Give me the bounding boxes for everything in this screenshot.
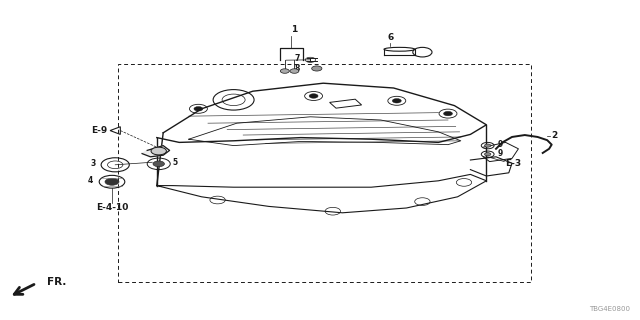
Circle shape [280, 69, 289, 73]
Text: 1: 1 [291, 25, 298, 34]
Text: 9: 9 [498, 140, 503, 149]
Text: E-9: E-9 [92, 126, 108, 135]
Text: 5: 5 [173, 158, 178, 167]
Bar [118, 64, 531, 282]
Polygon shape [142, 146, 170, 157]
Circle shape [484, 153, 491, 156]
Text: 4: 4 [88, 176, 93, 185]
Text: 6: 6 [387, 33, 394, 42]
Text: E-4-10: E-4-10 [96, 203, 128, 212]
Text: 2: 2 [552, 132, 558, 140]
Text: 8: 8 [294, 64, 300, 73]
Circle shape [309, 94, 318, 98]
Text: E-3: E-3 [506, 159, 522, 168]
Circle shape [194, 107, 203, 111]
Circle shape [444, 111, 452, 116]
Circle shape [484, 144, 491, 147]
Text: TBG4E0800: TBG4E0800 [589, 306, 630, 312]
Text: 3: 3 [91, 159, 96, 168]
Circle shape [105, 178, 119, 185]
Text: FR.: FR. [47, 277, 67, 287]
Text: 7: 7 [294, 54, 300, 63]
Circle shape [290, 69, 299, 73]
Circle shape [151, 147, 166, 155]
Text: 9: 9 [498, 149, 503, 158]
Circle shape [392, 99, 401, 103]
Circle shape [312, 66, 322, 71]
Circle shape [153, 161, 164, 167]
